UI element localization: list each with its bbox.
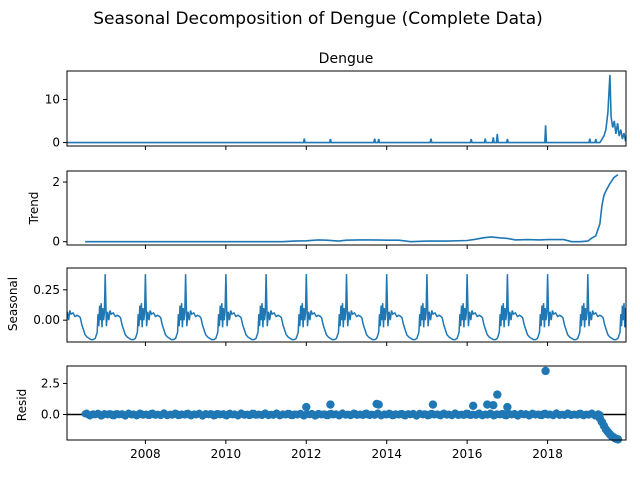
plot-frame bbox=[66, 70, 627, 147]
observed-panel: Dengue 0 10 bbox=[45, 51, 627, 150]
x-tick-label: 2016 bbox=[452, 447, 483, 461]
resid-ylabel: Resid bbox=[15, 389, 29, 421]
y-tick-label: 0 bbox=[52, 136, 60, 150]
observed-line bbox=[67, 74, 627, 144]
resid-point bbox=[326, 400, 335, 409]
y-tick-label: 0.00 bbox=[33, 313, 60, 327]
x-tick-label: 2010 bbox=[211, 447, 242, 461]
trend-panel: Trend 02 bbox=[27, 170, 627, 249]
y-tick-label: 0 bbox=[52, 235, 60, 249]
resid-point bbox=[428, 400, 438, 409]
plot-frame bbox=[66, 170, 627, 246]
resid-point bbox=[489, 400, 498, 410]
x-tick-label: 2018 bbox=[532, 447, 563, 461]
resid-point bbox=[493, 390, 502, 399]
y-tick-label: 0.25 bbox=[33, 283, 60, 297]
plot-frame bbox=[66, 267, 627, 343]
trend-line bbox=[85, 173, 619, 243]
residual-series bbox=[67, 366, 626, 444]
resid-point bbox=[613, 435, 623, 444]
seasonal-ylabel: Seasonal bbox=[6, 277, 20, 331]
trend-series bbox=[85, 173, 619, 243]
resid-point bbox=[468, 401, 478, 410]
observed-series bbox=[67, 74, 627, 144]
residual-panel: Resid 0.0 2.5 2008 2010 2012 2014 2016 2018 bbox=[15, 365, 627, 461]
x-tick-label: 2012 bbox=[291, 447, 322, 461]
resid-point bbox=[541, 366, 550, 376]
seasonal-axes: 0.00 0.25 bbox=[33, 267, 627, 346]
trend-ylabel: Trend bbox=[27, 192, 41, 226]
y-tick-label: 10 bbox=[45, 92, 60, 106]
x-tick-label: 2014 bbox=[371, 447, 402, 461]
resid-point bbox=[302, 402, 311, 412]
resid-point bbox=[483, 400, 492, 409]
observed-panel-title: Dengue bbox=[319, 51, 374, 67]
seasonal-series bbox=[66, 274, 627, 341]
y-tick-label: 2.5 bbox=[41, 376, 60, 390]
figure-title: Seasonal Decomposition of Dengue (Comple… bbox=[93, 9, 543, 29]
trend-axes: 02 bbox=[52, 170, 627, 249]
seasonal-line bbox=[66, 274, 627, 341]
observed-axes: 0 10 bbox=[45, 70, 627, 150]
seasonal-panel: Seasonal 0.00 0.25 bbox=[6, 267, 627, 346]
y-tick-label: 2 bbox=[52, 175, 60, 189]
x-tick-label: 2008 bbox=[130, 447, 161, 461]
plot-frame bbox=[66, 365, 627, 441]
resid-point bbox=[503, 402, 512, 412]
y-tick-label: 0.0 bbox=[41, 408, 60, 422]
residual-axes: 0.0 2.5 2008 2010 2012 2014 2016 2018 bbox=[41, 365, 627, 461]
resid-point bbox=[374, 400, 383, 409]
